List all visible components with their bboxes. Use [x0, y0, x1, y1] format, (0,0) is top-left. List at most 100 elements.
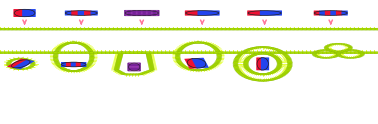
Circle shape [244, 77, 249, 78]
Circle shape [89, 28, 96, 30]
Circle shape [330, 28, 337, 30]
Circle shape [37, 28, 43, 30]
Circle shape [80, 69, 85, 70]
Circle shape [250, 28, 257, 30]
Circle shape [120, 72, 125, 74]
Circle shape [13, 68, 19, 69]
Circle shape [338, 51, 342, 53]
FancyBboxPatch shape [124, 10, 159, 16]
Circle shape [335, 28, 341, 30]
Circle shape [286, 68, 291, 70]
Circle shape [54, 52, 59, 53]
Circle shape [235, 69, 240, 71]
Circle shape [245, 67, 250, 69]
Circle shape [347, 28, 353, 30]
Circle shape [282, 53, 287, 55]
Circle shape [246, 77, 251, 79]
Circle shape [17, 52, 23, 54]
Circle shape [116, 60, 122, 61]
Circle shape [187, 43, 193, 45]
Circle shape [89, 55, 94, 57]
Circle shape [10, 59, 15, 61]
Circle shape [281, 74, 286, 76]
Circle shape [262, 80, 268, 81]
Circle shape [249, 78, 255, 80]
Circle shape [178, 48, 184, 49]
Circle shape [8, 66, 13, 68]
Circle shape [61, 52, 68, 54]
Circle shape [355, 52, 361, 54]
Circle shape [320, 49, 324, 51]
Circle shape [357, 56, 362, 57]
Circle shape [117, 56, 122, 57]
Circle shape [21, 28, 28, 30]
Circle shape [53, 58, 59, 60]
Circle shape [260, 53, 265, 54]
Circle shape [270, 55, 275, 56]
Circle shape [85, 52, 92, 54]
Circle shape [345, 50, 350, 51]
Circle shape [339, 56, 344, 57]
Circle shape [122, 52, 127, 54]
Circle shape [10, 67, 15, 69]
Circle shape [239, 52, 245, 54]
Circle shape [181, 52, 188, 54]
Circle shape [49, 28, 56, 30]
Circle shape [158, 28, 164, 30]
Circle shape [246, 52, 253, 54]
Circle shape [298, 52, 305, 54]
Circle shape [254, 79, 259, 81]
Circle shape [335, 52, 341, 54]
Circle shape [268, 72, 274, 74]
Circle shape [29, 28, 36, 30]
Circle shape [67, 42, 72, 44]
Circle shape [148, 70, 153, 72]
Circle shape [338, 55, 342, 57]
Circle shape [276, 49, 281, 51]
Circle shape [233, 63, 238, 65]
Circle shape [205, 43, 211, 45]
Circle shape [250, 52, 257, 54]
Circle shape [29, 52, 36, 54]
Circle shape [249, 47, 255, 49]
Circle shape [226, 52, 232, 54]
Circle shape [290, 52, 297, 54]
Circle shape [186, 43, 191, 45]
Circle shape [194, 28, 200, 30]
Circle shape [93, 52, 100, 54]
Circle shape [190, 28, 197, 30]
Circle shape [325, 57, 330, 59]
Circle shape [271, 55, 277, 57]
Circle shape [279, 51, 285, 53]
Circle shape [54, 50, 60, 52]
Circle shape [201, 42, 207, 44]
Circle shape [86, 64, 91, 66]
Circle shape [149, 28, 156, 30]
Circle shape [210, 45, 215, 47]
Circle shape [360, 52, 364, 54]
Circle shape [37, 52, 43, 54]
Circle shape [262, 28, 269, 30]
Circle shape [73, 70, 78, 72]
Circle shape [181, 46, 186, 47]
Circle shape [252, 72, 257, 74]
Circle shape [65, 28, 72, 30]
Circle shape [62, 44, 68, 45]
Circle shape [286, 58, 291, 60]
Circle shape [129, 28, 136, 30]
Circle shape [79, 43, 85, 45]
FancyBboxPatch shape [12, 60, 35, 69]
FancyBboxPatch shape [191, 58, 209, 68]
FancyBboxPatch shape [22, 9, 36, 17]
Circle shape [166, 52, 172, 54]
Circle shape [149, 67, 154, 69]
Circle shape [200, 42, 205, 44]
Circle shape [254, 47, 259, 48]
Circle shape [114, 67, 119, 69]
Circle shape [16, 58, 22, 60]
Circle shape [105, 52, 112, 54]
Circle shape [266, 79, 272, 81]
Circle shape [209, 45, 214, 46]
Circle shape [313, 51, 318, 53]
Circle shape [358, 52, 365, 54]
